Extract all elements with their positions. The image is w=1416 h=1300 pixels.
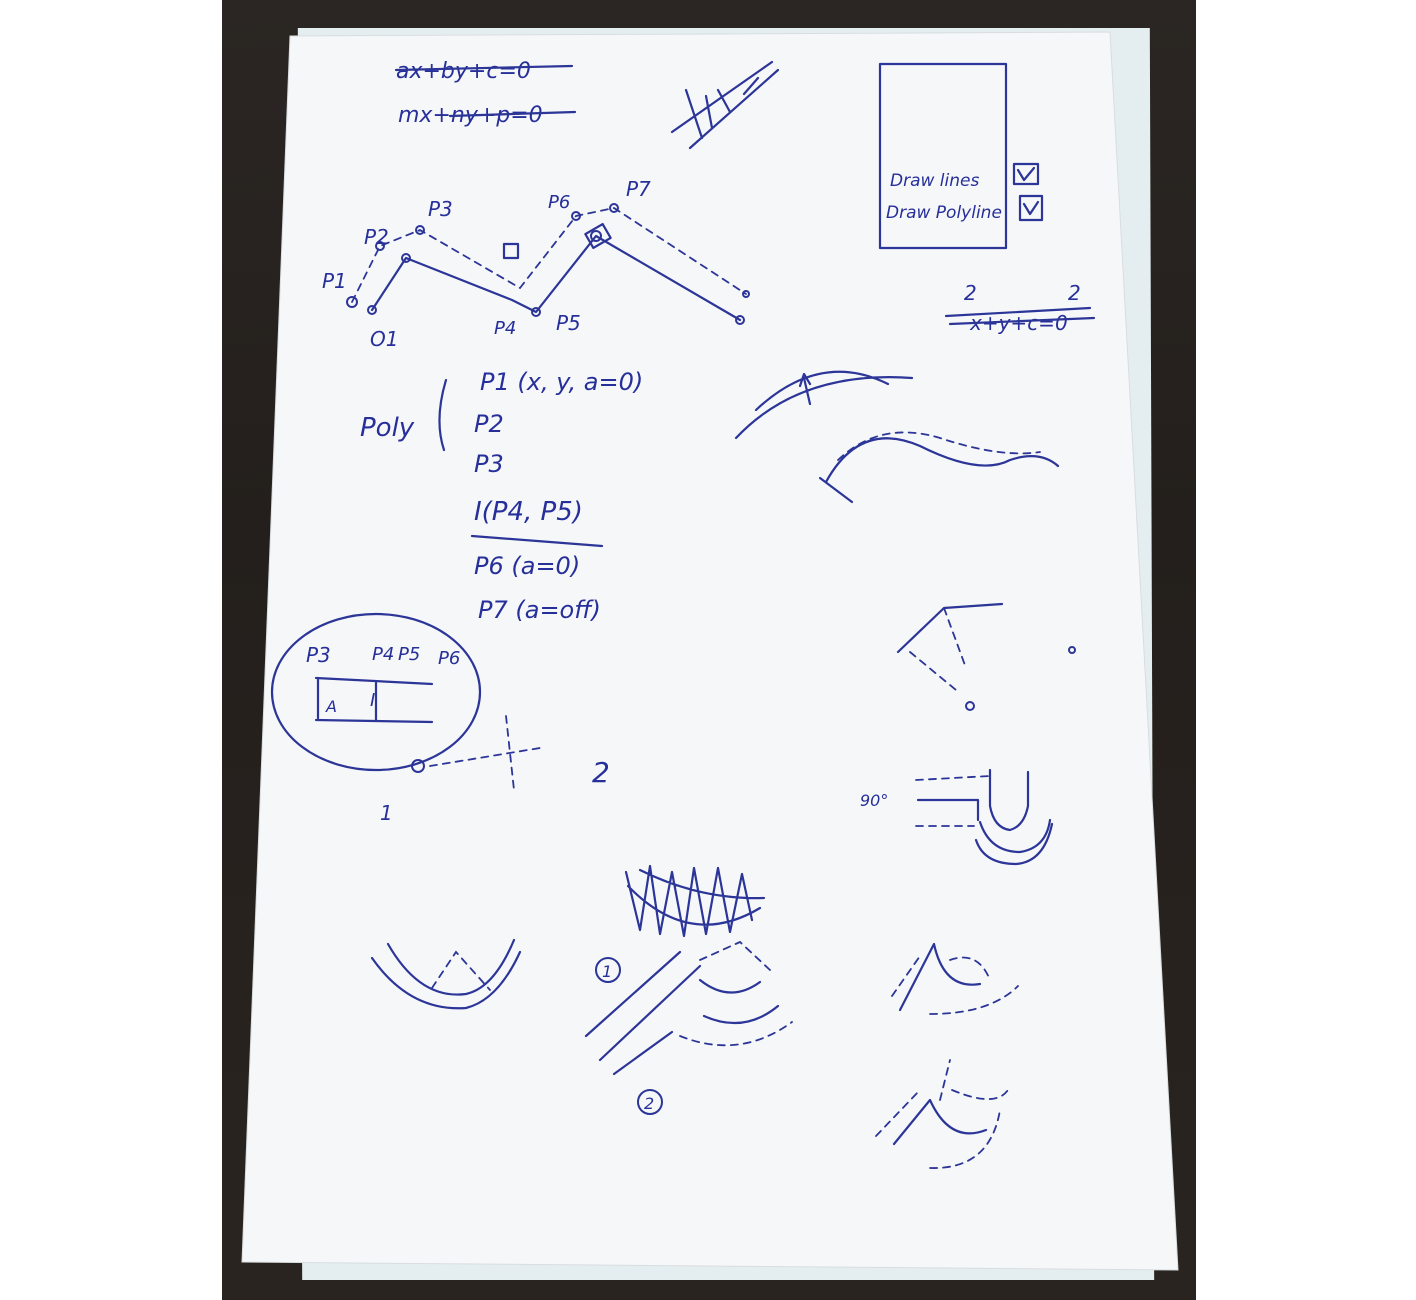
label-p2: P2 — [364, 225, 389, 249]
polyline-sketch — [346, 203, 750, 325]
list-line-3: P3 — [474, 450, 504, 478]
peak-upper — [898, 942, 982, 1012]
checkbox-draw-polyline — [1018, 194, 1044, 222]
spline-offset — [837, 431, 1041, 461]
circled-one-ring — [595, 957, 621, 983]
fillet-dashes — [679, 940, 793, 1047]
equation-a: ax+by+c=0 — [396, 59, 531, 84]
angle-label: 90° — [860, 791, 888, 810]
list-underline — [470, 534, 604, 548]
hatched-scribble — [624, 864, 766, 938]
spline-end-marker — [818, 476, 854, 504]
label-p1: P1 — [322, 269, 347, 293]
list-title: Poly — [360, 413, 415, 443]
corner-offsets — [916, 768, 1054, 866]
label-o1: O1 — [370, 327, 398, 351]
scribble-top — [670, 60, 780, 150]
draw-polyline-label: Draw Polyline — [886, 203, 1002, 223]
checkbox-draw-lines-mark — [1016, 166, 1036, 182]
device-frame — [878, 62, 1008, 250]
checkbox-draw-lines — [1012, 162, 1040, 186]
circle-label-p3: P3 — [306, 643, 331, 667]
label-p4: P4 — [494, 318, 516, 339]
draw-lines-label: Draw lines — [890, 171, 979, 191]
fan-point-far — [1068, 646, 1076, 654]
checkbox-draw-polyline-mark — [1022, 200, 1040, 216]
circled-two: 2 — [644, 1094, 654, 1113]
corner-dashes — [915, 775, 991, 827]
small-point-left — [411, 759, 425, 773]
spline-curve — [824, 437, 1060, 484]
peak-lower — [892, 1098, 988, 1146]
arc-arrow — [798, 372, 812, 406]
v-dashes — [431, 950, 491, 991]
small-number-1: 1 — [380, 801, 393, 825]
list-line-5: P6 (a=0) — [474, 552, 580, 580]
v-curve — [370, 938, 522, 1010]
right-equation-digit-1: 2 — [964, 281, 977, 305]
arc-base-line — [734, 376, 914, 440]
circled-two-ring — [637, 1089, 663, 1115]
label-p5: P5 — [556, 311, 581, 335]
equation-a-strike — [394, 64, 574, 72]
list-line-2: P2 — [474, 410, 504, 438]
circle-inner-lines — [314, 676, 434, 724]
circle-mark-i: I — [370, 690, 375, 711]
circle-mark-a: A — [325, 697, 337, 716]
circle-label-p4: P4 — [372, 644, 394, 665]
peak-lower-dashes — [875, 1059, 1011, 1169]
fan-dashes — [909, 607, 967, 691]
list-line-4: I(P4, P5) — [474, 497, 583, 527]
circle-diagram — [270, 612, 482, 772]
label-p3: P3 — [428, 197, 453, 221]
right-equation-strike — [944, 306, 1096, 326]
label-p7: P7 — [626, 177, 651, 201]
label-p6: P6 — [548, 192, 570, 213]
fan-point — [965, 701, 975, 711]
small-number-2: 2 — [592, 756, 610, 789]
fillet-lines — [584, 950, 780, 1076]
peak-upper-dashes — [891, 955, 1019, 1015]
list-brace — [438, 378, 448, 452]
equation-b-strike — [448, 110, 577, 118]
circled-one: 1 — [602, 962, 612, 981]
paper-front — [241, 31, 1179, 1271]
list-line-1: P1 (x, y, a=0) — [480, 368, 643, 396]
arc-curve — [754, 370, 890, 412]
list-line-6: P7 (a=off) — [478, 596, 601, 624]
small-cross — [429, 715, 541, 791]
circle-label-p6: P6 — [438, 648, 460, 669]
right-equation-digit-2: 2 — [1068, 281, 1081, 305]
circle-label-p5: P5 — [398, 644, 420, 665]
